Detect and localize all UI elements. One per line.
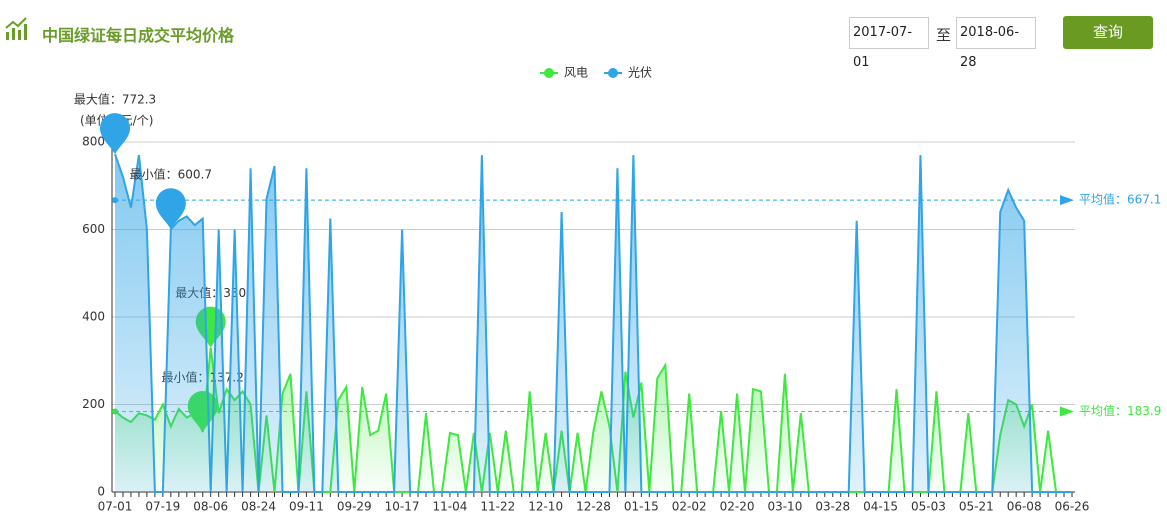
- mark-pin: [155, 188, 186, 230]
- x-tick-label: 09-29: [337, 500, 372, 514]
- x-tick-label: 05-21: [959, 500, 994, 514]
- start-date[interactable]: 2017-07-01: [849, 17, 929, 70]
- title-icon: [5, 17, 27, 40]
- y-axis-label: (单位：元/个): [80, 113, 153, 128]
- x-tick-label: 08-24: [241, 500, 276, 514]
- average-label: 平均值：183.9: [1079, 403, 1161, 418]
- x-tick-label: 11-22: [480, 500, 515, 514]
- y-tick-label: 600: [82, 222, 105, 236]
- average-start: [112, 408, 118, 415]
- average-label: 平均值：667.1: [1079, 192, 1161, 207]
- area: [115, 347, 1072, 492]
- mark-label: 最大值：772.3: [74, 92, 156, 107]
- end-date[interactable]: 2018-06-28: [956, 17, 1036, 70]
- legend-dot: [608, 68, 618, 78]
- x-tick-label: 08-06: [193, 500, 228, 514]
- average-arrow: [1060, 406, 1074, 417]
- x-tick-label: 11-04: [433, 500, 468, 514]
- x-tick-label: 06-26: [1055, 500, 1090, 514]
- x-tick-label: 02-20: [720, 500, 755, 514]
- mark-pin: [187, 390, 218, 432]
- x-tick-label: 01-15: [624, 500, 659, 514]
- x-tick-label: 12-10: [528, 500, 563, 514]
- line: [114, 153, 1072, 493]
- mark-pin: [195, 306, 226, 348]
- x-tick-label: 05-03: [911, 500, 946, 514]
- y-tick-label: 800: [82, 135, 105, 149]
- page-title: 中国绿证每日成交平均价格: [42, 26, 235, 45]
- legend-label: 光伏: [628, 66, 652, 80]
- area: [115, 154, 1072, 492]
- x-tick-label: 04-15: [863, 500, 898, 514]
- x-tick-label: 06-08: [1007, 500, 1042, 514]
- legend-dot: [544, 68, 554, 78]
- y-tick-label: 200: [82, 397, 105, 411]
- separator: 至: [936, 26, 952, 44]
- mark-label: 最大值：330: [175, 285, 246, 300]
- x-tick-label: 07-01: [98, 500, 133, 514]
- average-arrow: [1060, 195, 1074, 206]
- line: [114, 347, 1072, 493]
- x-tick-label: 07-19: [145, 500, 180, 514]
- x-tick-label: 12-28: [576, 500, 611, 514]
- mark-label: 最小值：137.2: [162, 369, 244, 384]
- average-start: [112, 197, 118, 204]
- mark-label: 最小值：600.7: [130, 167, 212, 182]
- x-tick-label: 03-10: [767, 500, 802, 514]
- mark-pin: [100, 113, 130, 155]
- x-tick-label: 10-17: [385, 500, 420, 514]
- query-button[interactable]: 查询: [1063, 16, 1153, 49]
- x-tick-label: 02-02: [672, 500, 707, 514]
- x-tick-label: 03-28: [815, 500, 850, 514]
- y-tick-label: 0: [97, 485, 105, 499]
- legend-label: 风电: [564, 66, 588, 80]
- x-tick-label: 09-11: [289, 500, 324, 514]
- y-tick-label: 400: [82, 310, 105, 324]
